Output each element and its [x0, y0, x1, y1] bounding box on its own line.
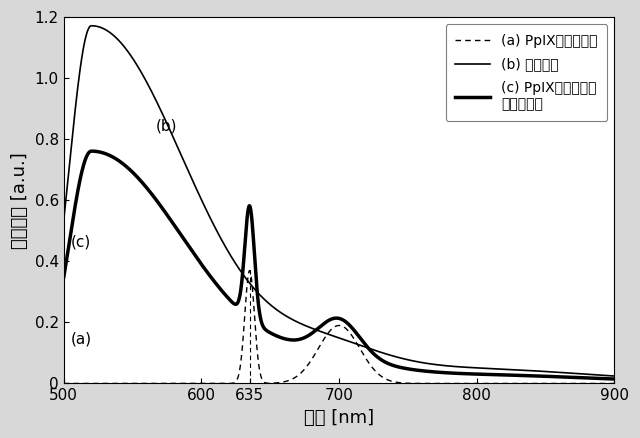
(a) PpIX由来の蛍光 [541, 381, 548, 386]
(b) 自家蛍光 [123, 47, 131, 53]
(b) 自家蛍光 [60, 217, 68, 222]
(c) PpIX由来の蛍光
＋自家蛍光 [611, 376, 618, 381]
Line: (a) PpIX由来の蛍光: (a) PpIX由来の蛍光 [64, 271, 614, 384]
(c) PpIX由来の蛍光
＋自家蛍光 [123, 164, 131, 170]
(b) 自家蛍光 [295, 320, 303, 325]
Text: (b): (b) [156, 118, 177, 133]
(a) PpIX由来の蛍光 [246, 268, 253, 273]
(b) 自家蛍光 [541, 369, 548, 374]
(a) PpIX由来の蛍光 [156, 381, 163, 386]
(b) 自家蛍光 [156, 105, 163, 110]
Line: (c) PpIX由来の蛍光
＋自家蛍光: (c) PpIX由来の蛍光 ＋自家蛍光 [64, 151, 614, 379]
Text: (c): (c) [70, 234, 91, 249]
(a) PpIX由来の蛍光 [60, 381, 68, 386]
(b) 自家蛍光 [611, 374, 618, 379]
(c) PpIX由来の蛍光
＋自家蛍光 [600, 376, 607, 381]
Text: (a): (a) [70, 332, 92, 347]
X-axis label: 波長 [nm]: 波長 [nm] [304, 409, 374, 427]
(c) PpIX由来の蛍光
＋自家蛍光 [60, 275, 68, 280]
(b) 自家蛍光 [271, 306, 279, 311]
(a) PpIX由来の蛍光 [271, 380, 279, 385]
Line: (b) 自家蛍光: (b) 自家蛍光 [64, 26, 614, 376]
(a) PpIX由来の蛍光 [611, 381, 618, 386]
(b) 自家蛍光 [600, 373, 607, 378]
(c) PpIX由来の蛍光
＋自家蛍光 [541, 374, 548, 379]
(c) PpIX由来の蛍光
＋自家蛍光 [88, 148, 95, 154]
(a) PpIX由来の蛍光 [600, 381, 607, 386]
Y-axis label: 蛍光強度 [a.u.]: 蛍光強度 [a.u.] [11, 152, 29, 249]
(c) PpIX由来の蛍光
＋自家蛍光 [271, 332, 279, 338]
(c) PpIX由来の蛍光
＋自家蛍光 [295, 337, 303, 342]
Legend: (a) PpIX由来の蛍光, (b) 自家蛍光, (c) PpIX由来の蛍光
＋自家蛍光: (a) PpIX由来の蛍光, (b) 自家蛍光, (c) PpIX由来の蛍光 ＋… [445, 24, 607, 121]
(c) PpIX由来の蛍光
＋自家蛍光 [156, 201, 163, 207]
(b) 自家蛍光 [88, 23, 95, 28]
(a) PpIX由来の蛍光 [123, 381, 131, 386]
(a) PpIX由来の蛍光 [295, 372, 303, 377]
